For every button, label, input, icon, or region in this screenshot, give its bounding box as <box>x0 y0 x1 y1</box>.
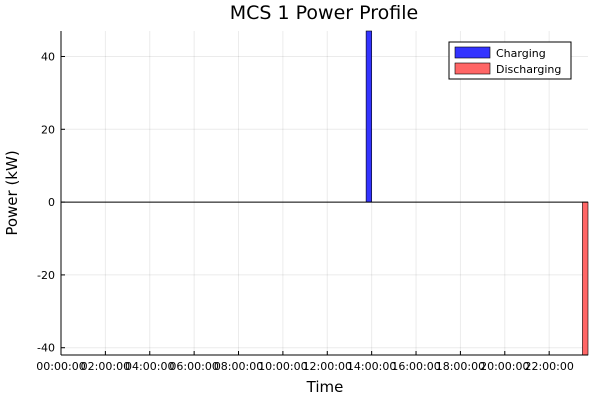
y-tick-label: 40 <box>41 50 55 63</box>
axes <box>60 31 588 356</box>
bar-charging <box>365 30 372 203</box>
x-tick-label: 08:00:00 <box>214 360 263 373</box>
legend-label-discharging: Discharging <box>496 63 561 76</box>
x-tick-labels: 00:00:0002:00:0004:00:0006:00:0008:00:00… <box>36 360 574 373</box>
bars <box>365 30 589 356</box>
x-tick-label: 16:00:00 <box>391 360 440 373</box>
y-tick-label: -40 <box>37 342 55 355</box>
grid <box>60 31 588 355</box>
x-tick-label: 00:00:00 <box>36 360 85 373</box>
legend-label-charging: Charging <box>496 47 546 60</box>
x-tick-label: 06:00:00 <box>169 360 218 373</box>
x-tick-label: 22:00:00 <box>524 360 573 373</box>
x-tick-label: 12:00:00 <box>303 360 352 373</box>
legend-swatch-discharging <box>454 62 491 75</box>
legend: Charging Discharging <box>448 41 572 80</box>
legend-swatch-charging <box>454 46 491 59</box>
chart-title: MCS 1 Power Profile <box>230 2 418 24</box>
x-tick-label: 02:00:00 <box>81 360 130 373</box>
x-tick-label: 14:00:00 <box>347 360 396 373</box>
y-tick-labels: -40 -20 0 20 40 <box>37 50 55 354</box>
x-tick-label: 10:00:00 <box>258 360 307 373</box>
x-tick-label: 20:00:00 <box>480 360 529 373</box>
y-tick-label: -20 <box>37 269 55 282</box>
y-tick-label: 20 <box>41 123 55 136</box>
x-tick-label: 04:00:00 <box>125 360 174 373</box>
y-axis-label: Power (kW) <box>3 150 21 235</box>
y-tick-label: 0 <box>48 196 55 209</box>
x-axis-label: Time <box>306 378 344 396</box>
bar-discharging <box>582 201 589 356</box>
x-tick-label: 18:00:00 <box>436 360 485 373</box>
